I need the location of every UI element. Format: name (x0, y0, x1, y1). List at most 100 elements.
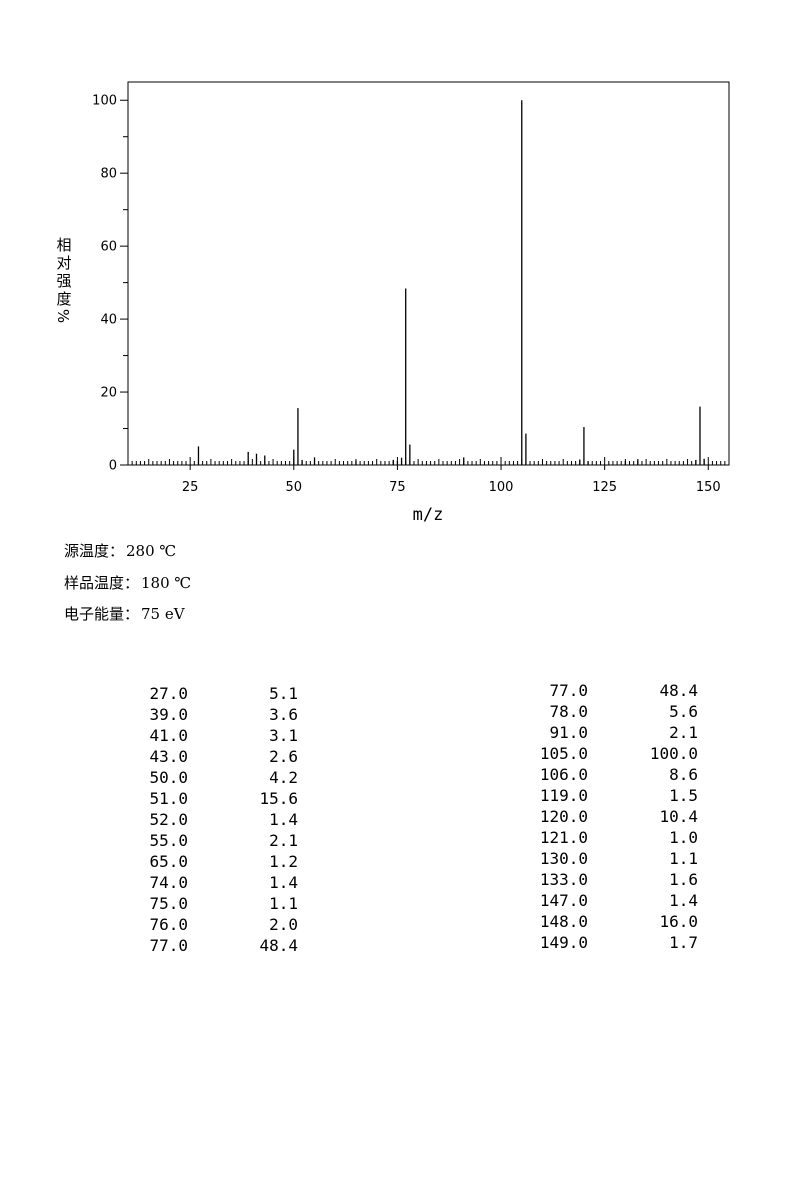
mz-value: 74.0 (149, 873, 188, 892)
table-row: 133.0 1.6 (500, 870, 700, 891)
abundance-value: 1.6 (669, 870, 698, 889)
table-row: 39.0 3.6 (100, 705, 300, 726)
mz-value: 120.0 (539, 807, 588, 826)
mz-value: 106.0 (539, 765, 588, 784)
electron-energy: 电子能量： 75 eV (64, 605, 185, 623)
electron-energy-label: 电子能量： (64, 605, 140, 623)
abundance-value: 5.1 (269, 684, 298, 703)
table-row: 148.0 16.0 (500, 912, 700, 933)
mz-value: 133.0 (539, 870, 588, 889)
sample-temperature-label: 样品温度： (64, 574, 140, 592)
mz-value: 50.0 (149, 768, 188, 787)
abundance-value: 16.0 (659, 912, 698, 931)
mz-value: 148.0 (539, 912, 588, 931)
table-row: 147.0 1.4 (500, 891, 700, 912)
abundance-value: 1.4 (269, 873, 298, 892)
abundance-value: 3.1 (269, 726, 298, 745)
abundance-value: 2.6 (269, 747, 298, 766)
sample-temperature-value: 180 ℃ (141, 574, 192, 592)
y-tick-label: 0 (109, 459, 117, 474)
table-row: 121.0 1.0 (500, 828, 700, 849)
mz-value: 130.0 (539, 849, 588, 868)
table-row: 130.0 1.1 (500, 849, 700, 870)
abundance-value: 1.1 (669, 849, 698, 868)
x-tick-label: 125 (592, 480, 617, 495)
abundance-value: 4.2 (269, 768, 298, 787)
y-label-char: 度 (56, 290, 71, 308)
table-row: 27.0 5.1 (100, 684, 300, 705)
table-row: 105.0 100.0 (500, 744, 700, 765)
table-row: 106.0 8.6 (500, 765, 700, 786)
abundance-value: 10.4 (659, 807, 698, 826)
mz-value: 43.0 (149, 747, 188, 766)
y-tick-label: 40 (100, 313, 117, 328)
abundance-value: 1.0 (669, 828, 698, 847)
table-row: 119.0 1.5 (500, 786, 700, 807)
mz-value: 75.0 (149, 894, 188, 913)
source-temperature: 源温度： 280 ℃ (64, 542, 176, 560)
x-tick-label: 25 (182, 480, 199, 495)
mz-value: 27.0 (149, 684, 188, 703)
mz-value: 39.0 (149, 705, 188, 724)
abundance-value: 15.6 (259, 789, 298, 808)
abundance-value: 1.7 (669, 933, 698, 952)
abundance-value: 1.4 (669, 891, 698, 910)
electron-energy-value: 75 eV (141, 605, 185, 623)
abundance-value: 2.0 (269, 915, 298, 934)
y-label-char: 对 (56, 254, 71, 272)
mz-value: 147.0 (539, 891, 588, 910)
mz-value: 76.0 (149, 915, 188, 934)
table-row: 55.0 2.1 (100, 831, 300, 852)
abundance-value: 100.0 (649, 744, 698, 763)
y-tick-label: 100 (92, 94, 117, 109)
table-row: 77.0 48.4 (500, 681, 700, 702)
source-temperature-value: 280 ℃ (126, 542, 177, 560)
mz-value: 121.0 (539, 828, 588, 847)
sample-temperature: 样品温度： 180 ℃ (64, 574, 191, 592)
table-row: 77.0 48.4 (100, 936, 300, 957)
mz-value: 91.0 (549, 723, 588, 742)
table-row: 51.0 15.6 (100, 789, 300, 810)
table-row: 74.0 1.4 (100, 873, 300, 894)
mz-value: 78.0 (549, 702, 588, 721)
mz-value: 51.0 (149, 789, 188, 808)
mz-value: 119.0 (539, 786, 588, 805)
mz-value: 77.0 (149, 936, 188, 955)
abundance-value: 5.6 (669, 702, 698, 721)
mz-value: 65.0 (149, 852, 188, 871)
abundance-value: 1.5 (669, 786, 698, 805)
table-row: 91.0 2.1 (500, 723, 700, 744)
peak-bars (197, 100, 705, 465)
y-tick-label: 60 (100, 240, 117, 255)
abundance-value: 3.6 (269, 705, 298, 724)
table-row: 120.0 10.4 (500, 807, 700, 828)
mz-value: 52.0 (149, 810, 188, 829)
abundance-value: 48.4 (659, 681, 698, 700)
plot-frame (127, 81, 730, 466)
table-row: 41.0 3.1 (100, 726, 300, 747)
abundance-value: 2.1 (269, 831, 298, 850)
y-axis: 0 20 40 60 80 100 (92, 94, 128, 474)
x-axis: 25 50 75 100 125 150 (131, 457, 726, 495)
x-tick-label: 75 (389, 480, 406, 495)
mz-value: 41.0 (149, 726, 188, 745)
y-tick-label: 20 (100, 386, 117, 401)
abundance-value: 8.6 (669, 765, 698, 784)
y-label-char: 相 (56, 236, 71, 254)
x-axis-label: m/z (413, 505, 444, 525)
table-row: 76.0 2.0 (100, 915, 300, 936)
table-row: 52.0 1.4 (100, 810, 300, 831)
x-tick-label: 150 (696, 480, 721, 495)
x-tick-label: 50 (286, 480, 303, 495)
abundance-value: 1.2 (269, 852, 298, 871)
abundance-value: 2.1 (669, 723, 698, 742)
y-tick-label: 80 (100, 167, 117, 182)
table-row: 65.0 1.2 (100, 852, 300, 873)
mz-value: 55.0 (149, 831, 188, 850)
mz-value: 77.0 (549, 681, 588, 700)
source-temperature-label: 源温度： (64, 542, 125, 560)
y-label-char: 强 (56, 272, 71, 290)
mz-value: 105.0 (539, 744, 588, 763)
